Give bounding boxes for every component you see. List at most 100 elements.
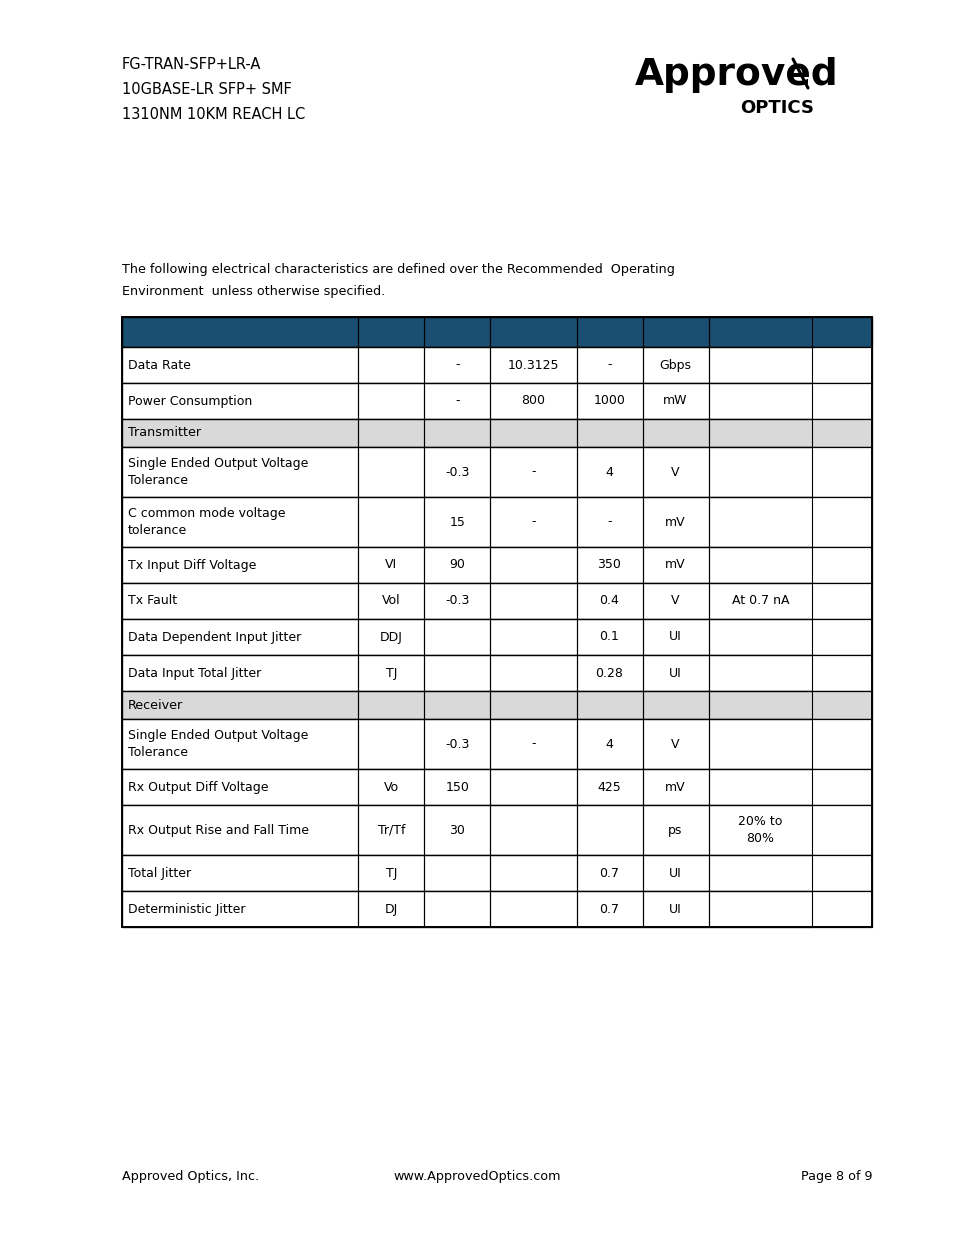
Bar	[424, 692, 490, 719]
Text: 150: 150	[445, 781, 469, 794]
Text: Single Ended Output Voltage
Tolerance: Single Ended Output Voltage Tolerance	[128, 457, 308, 487]
Bar	[424, 317, 490, 347]
Text: Rx Output Diff Voltage: Rx Output Diff Voltage	[128, 781, 268, 794]
Bar	[490, 890, 576, 927]
Bar	[576, 890, 641, 927]
Bar	[708, 447, 811, 496]
Text: V: V	[671, 737, 679, 751]
Text: VI: VI	[385, 558, 396, 572]
Bar	[576, 383, 641, 419]
Bar	[122, 347, 358, 383]
Text: Power Consumption: Power Consumption	[128, 394, 252, 408]
Bar	[490, 383, 576, 419]
Bar	[122, 805, 871, 855]
Bar	[358, 383, 424, 419]
Bar	[122, 890, 871, 927]
Text: Approved Optics, Inc.: Approved Optics, Inc.	[122, 1170, 259, 1183]
Text: DJ: DJ	[384, 903, 397, 915]
Bar	[122, 583, 871, 619]
Bar	[358, 769, 424, 805]
Bar	[358, 855, 424, 890]
Bar	[708, 655, 811, 692]
Bar	[490, 719, 576, 769]
Bar	[490, 419, 576, 447]
Bar	[122, 619, 871, 655]
Text: 425: 425	[597, 781, 620, 794]
Bar	[122, 496, 871, 547]
Text: V: V	[671, 594, 679, 608]
Bar	[122, 655, 871, 692]
Text: At 0.7 nA: At 0.7 nA	[731, 594, 788, 608]
Text: -: -	[531, 466, 535, 478]
Bar	[641, 547, 708, 583]
Bar	[358, 547, 424, 583]
Text: 90: 90	[449, 558, 465, 572]
Bar	[641, 583, 708, 619]
Bar	[424, 447, 490, 496]
Bar	[424, 496, 490, 547]
Bar	[358, 447, 424, 496]
Bar	[358, 347, 424, 383]
Bar	[708, 769, 811, 805]
Text: Tx Input Diff Voltage: Tx Input Diff Voltage	[128, 558, 256, 572]
Text: 0.7: 0.7	[598, 903, 618, 915]
Text: -0.3: -0.3	[445, 466, 469, 478]
Bar	[358, 619, 424, 655]
Text: Data Input Total Jitter: Data Input Total Jitter	[128, 667, 261, 679]
Bar	[358, 692, 424, 719]
Text: The following electrical characteristics are defined over the Recommended  Opera: The following electrical characteristics…	[122, 263, 674, 275]
Bar	[641, 692, 708, 719]
Text: UI: UI	[668, 631, 681, 643]
Bar	[490, 855, 576, 890]
Bar	[576, 496, 641, 547]
Bar	[122, 855, 358, 890]
Bar	[122, 317, 871, 347]
Bar	[122, 419, 358, 447]
Bar	[358, 419, 424, 447]
Bar	[490, 805, 576, 855]
Bar	[576, 692, 641, 719]
Text: Transmitter: Transmitter	[128, 426, 201, 440]
Bar	[708, 496, 811, 547]
Text: -: -	[455, 394, 459, 408]
Text: Environment  unless otherwise specified.: Environment unless otherwise specified.	[122, 285, 385, 298]
Bar	[708, 692, 811, 719]
Bar	[708, 419, 811, 447]
Bar	[122, 655, 358, 692]
Text: 4: 4	[605, 466, 613, 478]
Bar	[490, 769, 576, 805]
Text: Data Dependent Input Jitter: Data Dependent Input Jitter	[128, 631, 301, 643]
Bar	[576, 419, 641, 447]
Text: mV: mV	[664, 558, 685, 572]
Bar	[122, 447, 358, 496]
Text: Page 8 of 9: Page 8 of 9	[800, 1170, 871, 1183]
Bar	[424, 547, 490, 583]
Bar	[490, 619, 576, 655]
Bar	[122, 769, 871, 805]
Bar	[490, 447, 576, 496]
Bar	[424, 619, 490, 655]
Text: 30: 30	[449, 824, 465, 836]
Bar	[641, 805, 708, 855]
Bar	[708, 547, 811, 583]
Bar	[358, 317, 424, 347]
Text: -0.3: -0.3	[445, 737, 469, 751]
Bar	[641, 619, 708, 655]
Text: Total Jitter: Total Jitter	[128, 867, 191, 879]
Text: 10.3125: 10.3125	[507, 358, 558, 372]
Text: 1310NM 10KM REACH LC: 1310NM 10KM REACH LC	[122, 107, 305, 122]
Bar	[122, 419, 871, 447]
Text: Vol: Vol	[381, 594, 400, 608]
Bar	[122, 347, 871, 383]
Text: 20% to
80%: 20% to 80%	[738, 815, 781, 845]
Bar	[358, 719, 424, 769]
Bar	[576, 619, 641, 655]
Text: 0.4: 0.4	[598, 594, 618, 608]
Text: mV: mV	[664, 515, 685, 529]
Bar	[122, 317, 358, 347]
Bar	[576, 855, 641, 890]
Text: OPTICS: OPTICS	[740, 99, 813, 117]
Bar	[122, 692, 871, 719]
Bar	[122, 547, 358, 583]
Bar	[424, 890, 490, 927]
